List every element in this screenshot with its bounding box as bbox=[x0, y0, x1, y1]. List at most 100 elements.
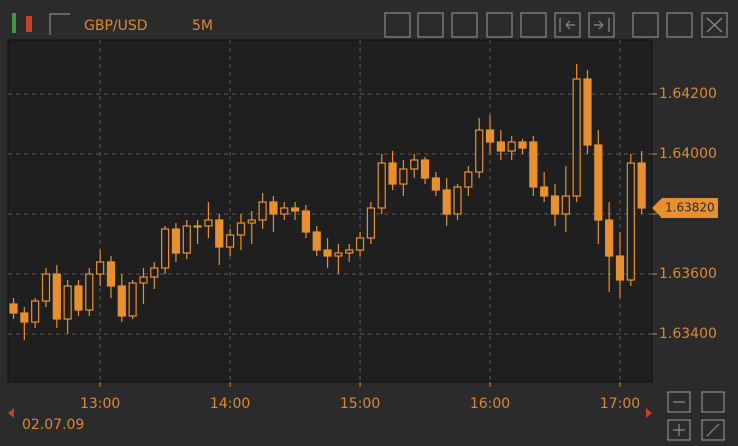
candle-body bbox=[605, 219, 614, 257]
price-marker bbox=[652, 198, 718, 218]
x-tick-label: 15:00 bbox=[340, 396, 380, 412]
candle-body bbox=[280, 207, 289, 215]
zoom-in-button[interactable] bbox=[667, 419, 691, 441]
chart-type-button[interactable] bbox=[486, 12, 513, 38]
candle-body bbox=[117, 285, 126, 317]
draw-button[interactable] bbox=[701, 419, 725, 441]
candle-body bbox=[583, 78, 592, 146]
x-tick-label: 14:00 bbox=[210, 396, 250, 412]
button-icons bbox=[673, 401, 720, 437]
candle-body bbox=[334, 252, 343, 257]
scroll-arrow bbox=[646, 408, 652, 418]
y-tick-label: 1.63400 bbox=[659, 326, 717, 342]
candle-body bbox=[453, 186, 462, 215]
price-marker-label: 1.63820 bbox=[665, 201, 715, 215]
candle-body bbox=[475, 129, 484, 173]
candle-body bbox=[161, 228, 170, 269]
restore-button[interactable] bbox=[632, 12, 659, 38]
x-tick-label: 13:00 bbox=[80, 396, 120, 412]
candle-body bbox=[96, 261, 105, 275]
candle-body bbox=[431, 177, 440, 191]
indicator-button[interactable] bbox=[451, 12, 478, 38]
candle-body bbox=[388, 162, 397, 185]
candle-body bbox=[312, 231, 321, 251]
scroll-right-button[interactable] bbox=[588, 12, 615, 38]
candle-body bbox=[247, 219, 256, 224]
x-tick-label: 17:00 bbox=[600, 396, 640, 412]
maximize-button[interactable] bbox=[666, 12, 693, 38]
candle-body bbox=[637, 162, 646, 209]
toolbar-buttons[interactable] bbox=[384, 12, 728, 38]
candle-body bbox=[572, 78, 581, 197]
candle-body bbox=[594, 144, 603, 221]
candle-body bbox=[258, 201, 267, 221]
candle-body bbox=[323, 249, 332, 257]
candle-body bbox=[171, 228, 181, 254]
candle-body bbox=[215, 219, 224, 248]
candle-body bbox=[301, 210, 311, 233]
symbol-icon bbox=[26, 16, 32, 32]
candle-body bbox=[626, 162, 635, 281]
symbol-title: GBP/USD bbox=[84, 18, 148, 34]
candle-body bbox=[236, 222, 246, 236]
candle-body bbox=[529, 141, 538, 188]
y-tick-label: 1.63600 bbox=[659, 266, 717, 282]
candle-body bbox=[550, 195, 560, 215]
arrow-icon bbox=[594, 18, 610, 32]
candle-body bbox=[561, 195, 570, 215]
candle-body bbox=[63, 285, 72, 320]
candle-body bbox=[496, 141, 505, 152]
candle-body bbox=[420, 159, 430, 179]
candle-body bbox=[485, 129, 495, 143]
candle-body bbox=[345, 249, 354, 254]
candle-body bbox=[20, 312, 29, 323]
candle-body bbox=[269, 201, 278, 215]
candle-body bbox=[204, 219, 213, 227]
bar-button[interactable] bbox=[520, 12, 547, 38]
candle-body bbox=[31, 300, 40, 323]
zoom-out-button[interactable] bbox=[667, 391, 691, 413]
separator bbox=[49, 13, 70, 35]
zoom-buttons[interactable] bbox=[667, 391, 725, 441]
candle-body bbox=[182, 225, 191, 254]
scroll-left-button[interactable] bbox=[554, 12, 581, 38]
candle-body bbox=[410, 159, 419, 170]
close-button[interactable] bbox=[701, 12, 728, 38]
candle-body bbox=[9, 303, 18, 314]
candle-body bbox=[106, 261, 116, 287]
candle-body bbox=[507, 141, 516, 152]
candle-body bbox=[85, 273, 94, 311]
candle-body bbox=[464, 171, 473, 188]
scroll-arrow bbox=[8, 408, 14, 418]
y-tick-label: 1.64200 bbox=[659, 86, 717, 102]
y-tick-label: 1.64000 bbox=[659, 146, 717, 162]
close-icon bbox=[706, 17, 723, 33]
candle-body bbox=[377, 162, 386, 209]
candle-body bbox=[366, 207, 375, 239]
candle-body bbox=[442, 189, 451, 215]
candle-body bbox=[74, 285, 83, 311]
candle-body bbox=[355, 237, 365, 251]
candle-body bbox=[193, 225, 202, 228]
candle-body bbox=[540, 186, 549, 197]
crosshair-button[interactable] bbox=[417, 12, 444, 38]
candle-body bbox=[139, 276, 148, 284]
list-button[interactable] bbox=[384, 12, 411, 38]
plot-area bbox=[7, 39, 653, 383]
fit-button[interactable] bbox=[701, 391, 725, 413]
candle-body bbox=[399, 168, 408, 185]
plot bbox=[8, 40, 652, 382]
arrow-icon bbox=[559, 18, 575, 32]
candle-body bbox=[518, 141, 527, 149]
timeframe: 5M bbox=[192, 18, 213, 34]
candle-body bbox=[150, 267, 159, 278]
date-label: 02.07.09 bbox=[22, 417, 84, 433]
candle-body bbox=[615, 255, 625, 281]
candle-body bbox=[226, 234, 235, 248]
candle-body bbox=[128, 282, 137, 317]
candle-body bbox=[290, 207, 300, 212]
x-tick-label: 16:00 bbox=[470, 396, 510, 412]
candle-body bbox=[52, 273, 61, 320]
toolbar: GBP/USD 5M bbox=[12, 12, 728, 38]
